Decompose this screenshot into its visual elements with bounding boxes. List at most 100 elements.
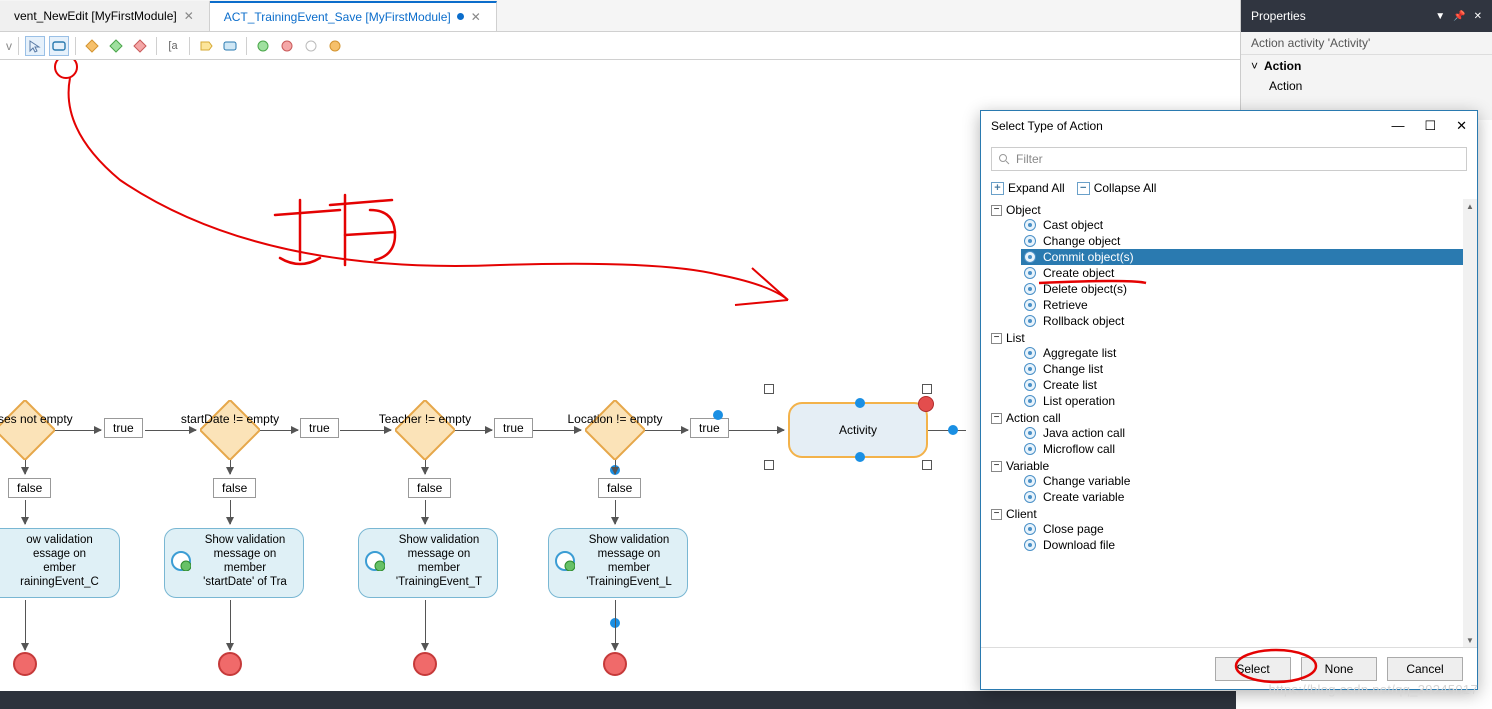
tree-group-header[interactable]: − Variable (991, 459, 1467, 473)
decision-location-not-empty[interactable]: Location != empty (585, 400, 645, 460)
tree-item[interactable]: Aggregate list (1021, 345, 1467, 361)
decision-startdate-not-empty[interactable]: startDate != empty (200, 400, 260, 460)
action-icon (1023, 218, 1037, 232)
selection-handle[interactable] (764, 384, 774, 394)
collapse-icon[interactable]: − (991, 509, 1002, 520)
tab-act-save[interactable]: ACT_TrainingEvent_Save [MyFirstModule] ✕ (210, 1, 497, 31)
validation-message-node[interactable]: Show validation message on member 'Train… (548, 528, 688, 598)
tree-item[interactable]: Commit object(s) (1021, 249, 1467, 265)
scroll-up-icon[interactable]: ▲ (1463, 199, 1477, 213)
tree-item[interactable]: Change variable (1021, 473, 1467, 489)
tree-item[interactable]: Create object (1021, 265, 1467, 281)
end-tool-button[interactable] (277, 36, 297, 56)
param-tool-button[interactable] (196, 36, 216, 56)
annotation-tool-button[interactable]: [a (163, 36, 183, 56)
flow-arrow (260, 430, 298, 431)
tree-group-header[interactable]: − Client (991, 507, 1467, 521)
error-tool-button[interactable] (130, 36, 150, 56)
separator (75, 37, 76, 55)
scrollbar[interactable]: ▲ ▼ (1463, 199, 1477, 647)
cancel-button[interactable]: Cancel (1387, 657, 1463, 681)
diamond-orange-icon (85, 39, 99, 53)
separator (189, 37, 190, 55)
collapse-all-button[interactable]: −Collapse All (1077, 181, 1157, 195)
pointer-tool-button[interactable] (25, 36, 45, 56)
end-event-node[interactable] (13, 652, 37, 676)
action-icon (1023, 490, 1037, 504)
end-event-node[interactable] (603, 652, 627, 676)
activity-tool-button[interactable] (49, 36, 69, 56)
properties-section-header[interactable]: Action (1241, 55, 1492, 77)
end-event-node[interactable] (218, 652, 242, 676)
collapse-icon[interactable]: − (991, 205, 1002, 216)
flow-arrow (25, 460, 26, 474)
tree-item[interactable]: Retrieve (1021, 297, 1467, 313)
action-tree[interactable]: − ObjectCast objectChange objectCommit o… (981, 199, 1477, 647)
close-icon[interactable]: ✕ (1474, 11, 1482, 22)
tree-toolbar: +Expand All −Collapse All (981, 177, 1477, 199)
selection-handle[interactable] (764, 460, 774, 470)
pin-icon[interactable]: 📌 (1453, 11, 1465, 22)
collapse-icon[interactable]: − (991, 413, 1002, 424)
properties-title: Properties (1251, 9, 1306, 23)
properties-row[interactable]: Action (1241, 77, 1492, 95)
break-tool-button[interactable] (325, 36, 345, 56)
none-button[interactable]: None (1301, 657, 1377, 681)
loop-tool-button[interactable] (220, 36, 240, 56)
tree-group-header[interactable]: − Action call (991, 411, 1467, 425)
dialog-titlebar[interactable]: Select Type of Action — ☐ ✕ (981, 111, 1477, 141)
tree-item[interactable]: Create variable (1021, 489, 1467, 505)
selection-handle[interactable] (922, 384, 932, 394)
action-icon (1023, 250, 1037, 264)
scroll-down-icon[interactable]: ▼ (1463, 633, 1477, 647)
filter-input[interactable]: Filter (991, 147, 1467, 171)
decision-tool-button[interactable] (82, 36, 102, 56)
collapse-icon[interactable]: − (991, 461, 1002, 472)
flow-arrow (615, 600, 616, 650)
selection-handle[interactable] (922, 460, 932, 470)
circle-outline-icon (304, 39, 318, 53)
tab-newedit[interactable]: vent_NewEdit [MyFirstModule] ✕ (0, 1, 210, 31)
edge-label-false: false (213, 478, 256, 498)
chevron-down-icon[interactable]: ▼ (1435, 11, 1445, 22)
circle-green-icon (256, 39, 270, 53)
diamond-green-icon (109, 39, 123, 53)
tree-item[interactable]: Close page (1021, 521, 1467, 537)
tree-group-header[interactable]: − List (991, 331, 1467, 345)
decision-teacher-not-empty[interactable]: Teacher != empty (395, 400, 455, 460)
select-button[interactable]: Select (1215, 657, 1291, 681)
flow-arrow (25, 500, 26, 524)
close-icon[interactable]: ✕ (183, 10, 195, 22)
tree-item[interactable]: Java action call (1021, 425, 1467, 441)
connection-port-icon (855, 452, 865, 462)
activity-node[interactable]: Activity (788, 402, 928, 458)
tree-item[interactable]: List operation (1021, 393, 1467, 409)
decision-courses-not-empty[interactable]: urses not empty (0, 400, 55, 460)
continue-tool-button[interactable] (301, 36, 321, 56)
tree-item[interactable]: Cast object (1021, 217, 1467, 233)
tree-group-header[interactable]: − Object (991, 203, 1467, 217)
tree-item[interactable]: Change list (1021, 361, 1467, 377)
validation-message-node[interactable]: ow validation essage on ember rainingEve… (0, 528, 120, 598)
tree-item[interactable]: Delete object(s) (1021, 281, 1467, 297)
flow-arrow (230, 600, 231, 650)
tree-item[interactable]: Download file (1021, 537, 1467, 553)
minimize-icon[interactable]: — (1391, 118, 1404, 134)
collapse-icon[interactable]: − (991, 333, 1002, 344)
start-tool-button[interactable] (253, 36, 273, 56)
merge-tool-button[interactable] (106, 36, 126, 56)
tab-label: ACT_TrainingEvent_Save [MyFirstModule] (224, 10, 451, 24)
close-icon[interactable]: ✕ (470, 11, 482, 23)
dirty-indicator-icon (457, 13, 464, 20)
close-icon[interactable]: ✕ (1456, 118, 1467, 134)
maximize-icon[interactable]: ☐ (1424, 118, 1436, 134)
validation-message-node[interactable]: Show validation message on member 'Train… (358, 528, 498, 598)
end-event-node[interactable] (413, 652, 437, 676)
tree-item[interactable]: Change object (1021, 233, 1467, 249)
tree-item[interactable]: Microflow call (1021, 441, 1467, 457)
tree-item[interactable]: Rollback object (1021, 313, 1467, 329)
validation-message-node[interactable]: Show validation message on member 'start… (164, 528, 304, 598)
tree-group: − ClientClose pageDownload file (991, 507, 1467, 553)
tree-item[interactable]: Create list (1021, 377, 1467, 393)
expand-all-button[interactable]: +Expand All (991, 181, 1065, 195)
